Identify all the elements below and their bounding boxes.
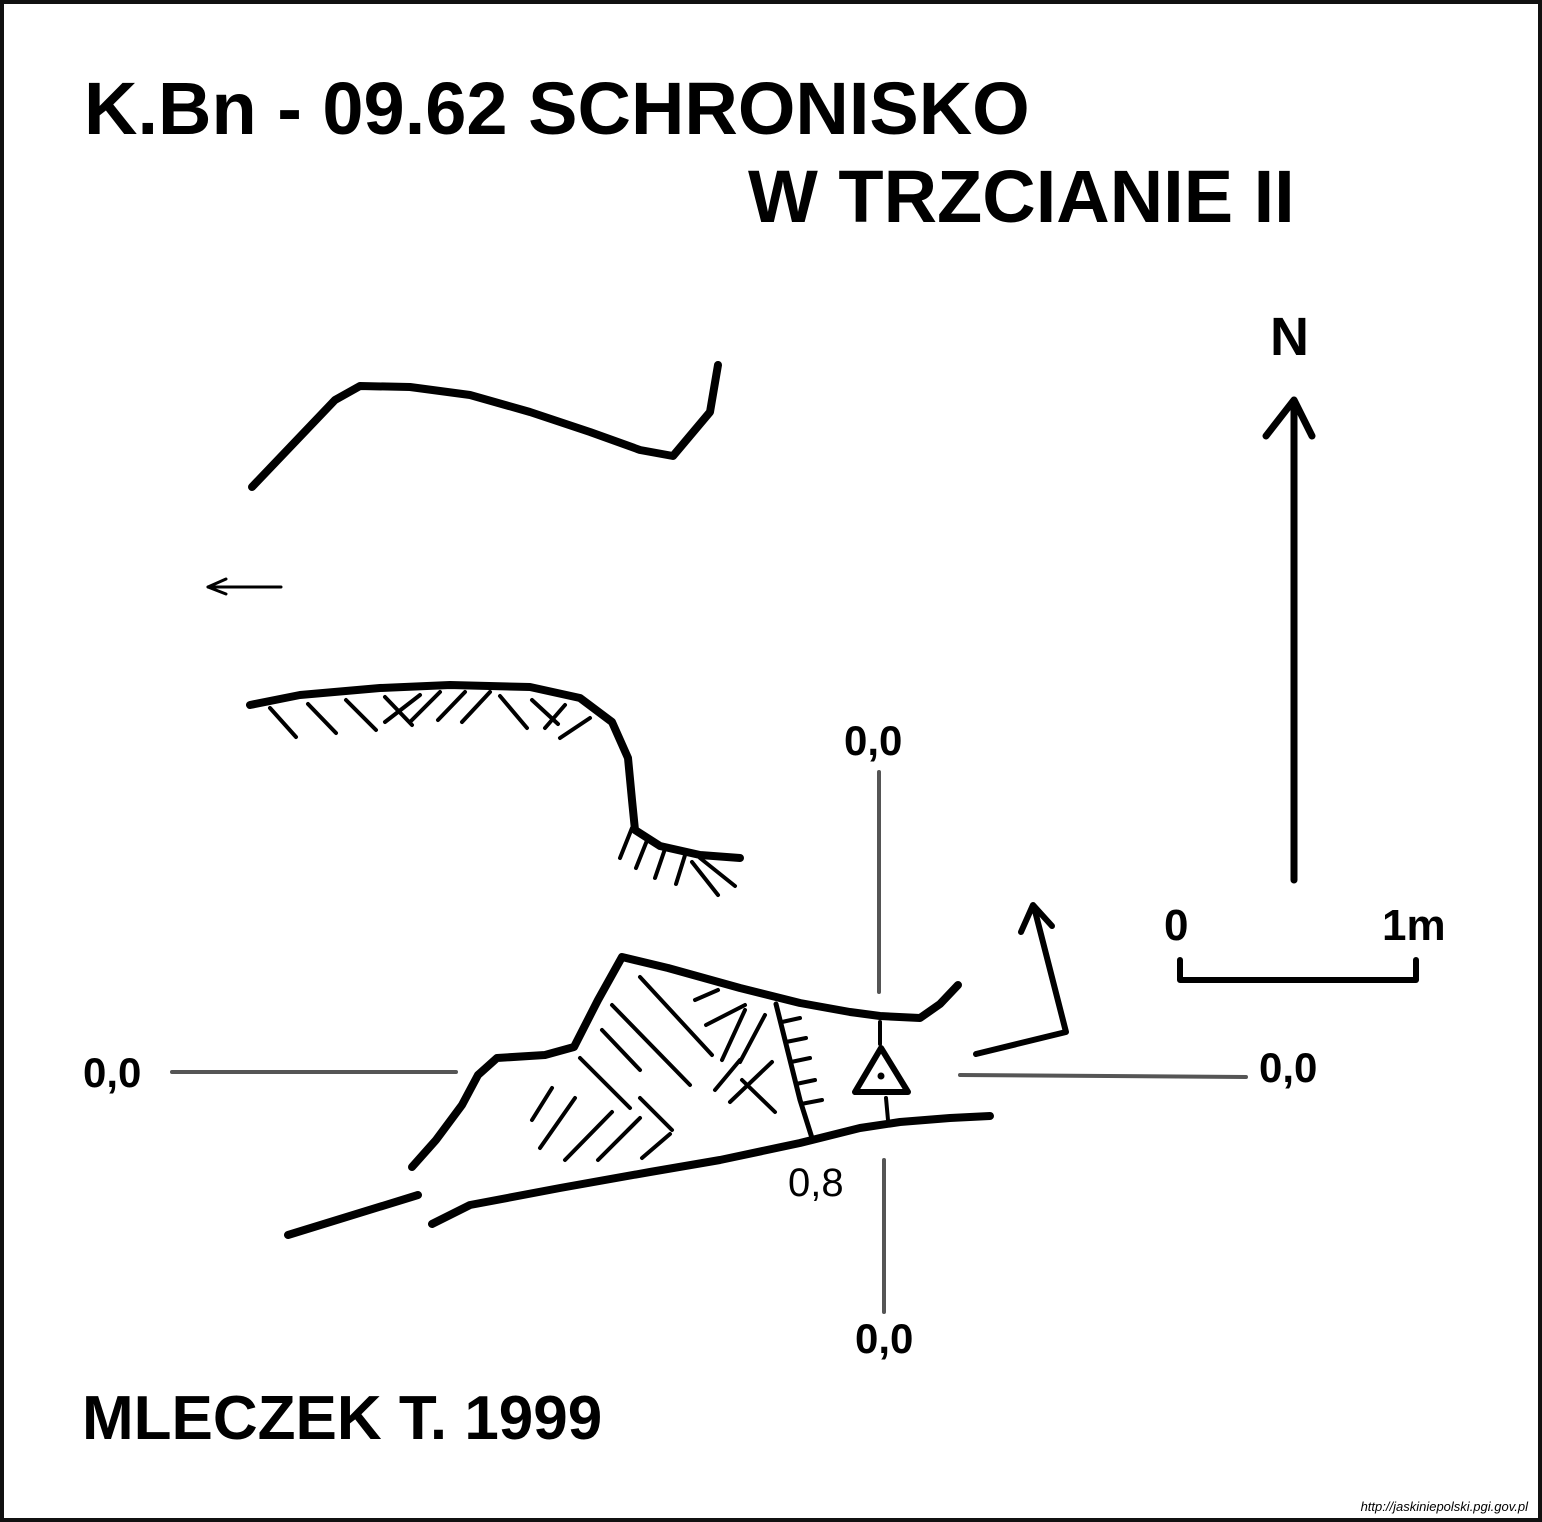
floor-line-main xyxy=(428,1112,994,1228)
upper-wall-outline xyxy=(248,361,722,491)
middle-wall-outline xyxy=(246,681,744,862)
section-label-bottom: 0,0 xyxy=(855,1315,914,1362)
survey-station-dot xyxy=(877,1072,885,1080)
north-label: N xyxy=(1270,307,1309,367)
section-line-horizontal-right xyxy=(958,1073,1248,1079)
section-label-top: 0,0 xyxy=(844,717,903,764)
section-label-left: 0,0 xyxy=(83,1049,142,1096)
entrance-arrow xyxy=(973,902,1069,1057)
scale-end-label: 1m xyxy=(1382,901,1446,950)
section-line-vertical-mid-bot xyxy=(884,1096,890,1122)
survey-station-marker xyxy=(852,1045,911,1095)
depth-label: 0,8 xyxy=(788,1161,844,1205)
middle-wall-hatching xyxy=(268,690,737,897)
rock-debris-fill xyxy=(530,975,777,1162)
lower-wall-outline xyxy=(408,953,962,1171)
source-url[interactable]: http://jaskiniepolski.pgi.gov.pl xyxy=(1360,1499,1528,1514)
section-lines xyxy=(170,770,1248,1314)
section-label-right: 0,0 xyxy=(1259,1044,1318,1091)
title-line-1: K.Bn - 09.62 SCHRONISKO xyxy=(84,67,1030,150)
floor-line-left xyxy=(284,1191,422,1239)
scale-bar xyxy=(1177,957,1419,983)
author-credit: MLECZEK T. 1999 xyxy=(82,1384,603,1453)
passage-arrow-left xyxy=(206,577,283,596)
scale-start-label: 0 xyxy=(1164,901,1189,950)
north-arrow xyxy=(1262,396,1316,884)
title-line-2: W TRZCIANIE II xyxy=(748,155,1295,238)
ledge-ticks xyxy=(780,1016,824,1106)
ledge-line xyxy=(773,1001,815,1141)
